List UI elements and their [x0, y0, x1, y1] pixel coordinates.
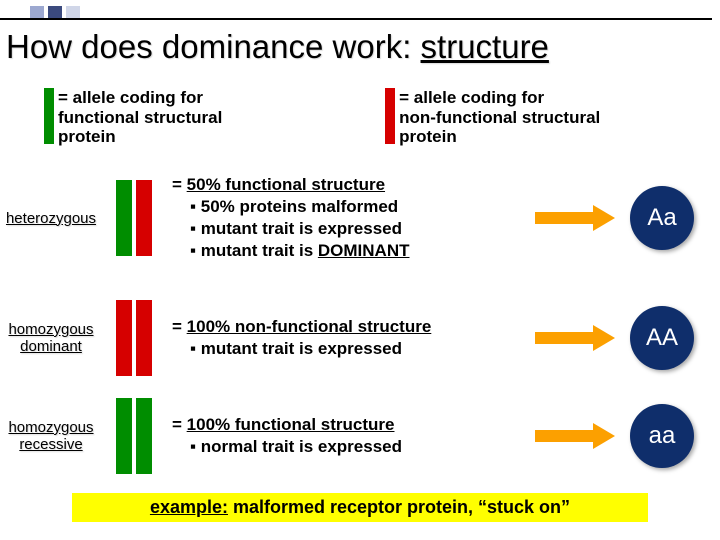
genotype-label: heterozygous — [0, 210, 102, 227]
row-header: 50% functional structure — [187, 175, 385, 194]
arrow-shaft — [535, 212, 593, 224]
genotype-circle: Aa — [630, 186, 694, 250]
allele-bar-red — [136, 180, 152, 256]
allele-bar-red — [116, 300, 132, 376]
genotype-circle-cell: AA — [630, 306, 720, 370]
legend: = allele coding for functional structura… — [44, 88, 700, 147]
legend-item-nonfunctional: = allele coding for non-functional struc… — [385, 88, 600, 147]
allele-bar-red — [385, 88, 395, 144]
genotype-circle-cell: Aa — [630, 186, 720, 250]
genotype-row: homozygous dominant = 100% non-functional… — [0, 300, 720, 376]
row-header: 100% functional structure — [187, 415, 395, 434]
allele-pair — [102, 180, 166, 256]
row-description: = 100% functional structurenormal trait … — [166, 414, 520, 458]
header-decoration — [0, 0, 720, 20]
bullet-item: mutant trait is expressed — [172, 338, 520, 360]
row-description: = 100% non-functional structuremutant tr… — [166, 316, 520, 360]
arrow-cell — [520, 329, 630, 347]
arrow-cell — [520, 427, 630, 445]
allele-bar-red — [136, 300, 152, 376]
genotype-circle-cell: aa — [630, 404, 720, 468]
arrow-shaft — [535, 332, 593, 344]
arrow-cell — [520, 209, 630, 227]
bullet-item: normal trait is expressed — [172, 436, 520, 458]
legend-item-functional: = allele coding for functional structura… — [44, 88, 385, 147]
genotype-circle: AA — [630, 306, 694, 370]
arrow-shaft — [535, 430, 593, 442]
arrow-head — [593, 325, 615, 351]
genotype-label: homozygous recessive — [0, 419, 102, 454]
decor-line — [0, 18, 712, 20]
arrow-icon — [535, 427, 615, 445]
arrow-head — [593, 423, 615, 449]
example-text: malformed receptor protein, “stuck on” — [228, 497, 570, 517]
example-label: example: — [150, 497, 228, 517]
dominant-word: DOMINANT — [318, 241, 410, 260]
bullet-item: mutant trait is DOMINANT — [172, 240, 520, 262]
example-box: example: malformed receptor protein, “st… — [72, 493, 648, 522]
title-prefix: How does dominance work: — [6, 28, 421, 65]
genotype-circle: aa — [630, 404, 694, 468]
genotype-label: homozygous dominant — [0, 321, 102, 356]
row-description: = 50% functional structure50% proteins m… — [166, 174, 520, 262]
allele-bar-green — [116, 180, 132, 256]
allele-bar-green — [136, 398, 152, 474]
title-underlined: structure — [421, 28, 549, 65]
bullet-item: mutant trait is expressed — [172, 218, 520, 240]
legend-text: = allele coding for non-functional struc… — [399, 88, 600, 147]
allele-bar-green — [44, 88, 54, 144]
bullet-item: 50% proteins malformed — [172, 196, 520, 218]
arrow-icon — [535, 329, 615, 347]
genotype-row: homozygous recessive = 100% functional st… — [0, 398, 720, 474]
page-title: How does dominance work: structure — [6, 28, 549, 66]
allele-pair — [102, 398, 166, 474]
arrow-head — [593, 205, 615, 231]
row-header: 100% non-functional structure — [187, 317, 432, 336]
allele-pair — [102, 300, 166, 376]
allele-bar-green — [116, 398, 132, 474]
genotype-row: heterozygous = 50% functional structure50… — [0, 174, 720, 262]
legend-text: = allele coding for functional structura… — [58, 88, 222, 147]
arrow-icon — [535, 209, 615, 227]
